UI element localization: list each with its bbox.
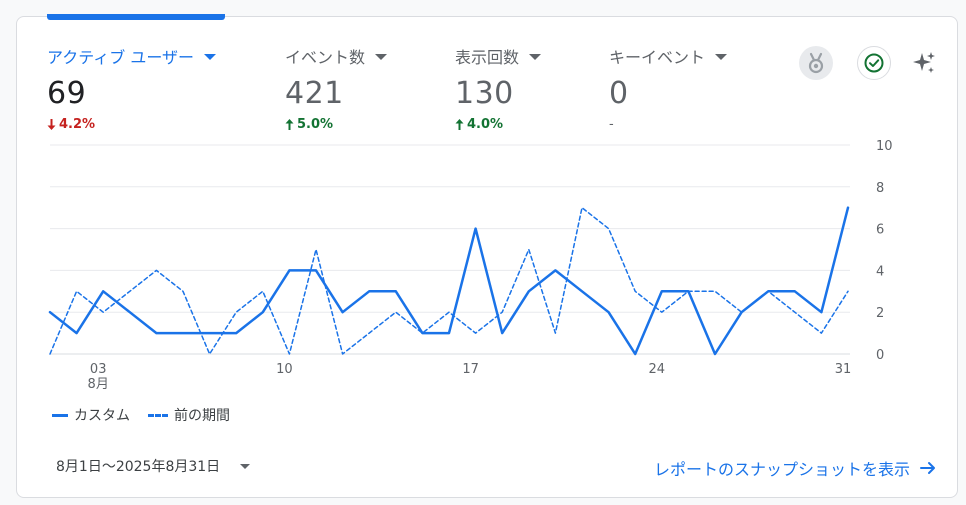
y-tick-label: 0: [876, 348, 884, 363]
metric-delta: 5.0%: [285, 117, 387, 132]
caret-down-icon: [715, 54, 728, 60]
metric-label: イベント数: [285, 44, 388, 68]
x-tick-label: 31: [835, 362, 852, 377]
metric-label: 表示回数: [455, 44, 542, 68]
check-circle-icon: [864, 53, 884, 73]
legend-item-previous: 前の期間: [148, 405, 230, 425]
date-range-selector[interactable]: 8月1日～2025年8月31日: [56, 456, 251, 476]
arrow-right-icon: [920, 462, 935, 474]
metric-label-text: アクティブ ユーザー: [47, 48, 195, 67]
metric-key-events[interactable]: キーイベント 0 -: [609, 44, 728, 132]
x-tick-sublabel: 8月: [88, 377, 109, 392]
caret-down-icon: [529, 54, 542, 60]
metric-delta-text: 5.0%: [297, 117, 334, 132]
x-tick-label: 17: [462, 362, 479, 377]
summary-card: [16, 16, 958, 498]
y-tick-label: 6: [876, 223, 884, 238]
status-button[interactable]: [857, 46, 891, 80]
active-metric-indicator: [47, 14, 225, 20]
metric-delta: 4.2%: [47, 117, 216, 132]
y-tick-label: 8: [876, 181, 884, 196]
medal-icon: [808, 52, 824, 74]
metric-value: 130: [455, 76, 514, 111]
metric-views[interactable]: 表示回数 130 4.0%: [455, 44, 542, 132]
arrow-up-icon: [455, 119, 464, 130]
x-tick-label: 03: [90, 362, 107, 377]
metric-active-users[interactable]: アクティブ ユーザー 69 4.2%: [47, 44, 217, 132]
legend-dash-swatch: [148, 413, 168, 417]
metric-label-text: イベント数: [285, 48, 366, 67]
caret-down-icon: [375, 54, 388, 60]
metric-delta-text: -: [609, 117, 614, 132]
insights-button[interactable]: [799, 46, 833, 80]
metric-value: 0: [609, 76, 629, 111]
metric-delta: 4.0%: [455, 117, 541, 132]
metric-value: 421: [285, 76, 344, 111]
metric-delta-text: 4.0%: [467, 117, 504, 132]
legend-item-current: カスタム: [52, 405, 130, 425]
metric-label: アクティブ ユーザー: [47, 44, 217, 68]
metric-delta-text: 4.2%: [59, 117, 96, 132]
chart-legend: カスタム 前の期間: [52, 405, 230, 425]
legend-label: カスタム: [74, 408, 130, 424]
caret-down-icon: [204, 54, 217, 60]
series-line-current: [48, 206, 850, 356]
y-tick-label: 2: [876, 306, 884, 321]
date-range-text: 8月1日～2025年8月31日: [56, 459, 221, 475]
y-tick-label: 10: [876, 139, 893, 154]
metric-label-text: キーイベント: [609, 48, 706, 67]
series-line-previous: [49, 206, 849, 355]
legend-solid-swatch: [52, 413, 68, 417]
caret-down-icon: [240, 463, 251, 469]
arrow-up-icon: [285, 119, 294, 130]
x-tick-label: 24: [649, 362, 666, 377]
legend-label: 前の期間: [174, 408, 230, 424]
y-tick-label: 4: [876, 264, 884, 279]
x-tick-label: 10: [276, 362, 293, 377]
metric-delta: -: [609, 117, 727, 132]
metric-label: キーイベント: [609, 44, 728, 68]
view-report-snapshot-link[interactable]: レポートのスナップショットを表示: [654, 456, 936, 480]
metric-label-text: 表示回数: [455, 48, 520, 67]
sparkle-icon: [913, 52, 935, 73]
report-link-text: レポートのスナップショットを表示: [653, 460, 910, 479]
metric-event-count[interactable]: イベント数 421 5.0%: [285, 44, 388, 132]
arrow-down-icon: [47, 119, 56, 130]
metric-value: 69: [47, 76, 87, 111]
ai-insights-button[interactable]: [907, 46, 941, 80]
